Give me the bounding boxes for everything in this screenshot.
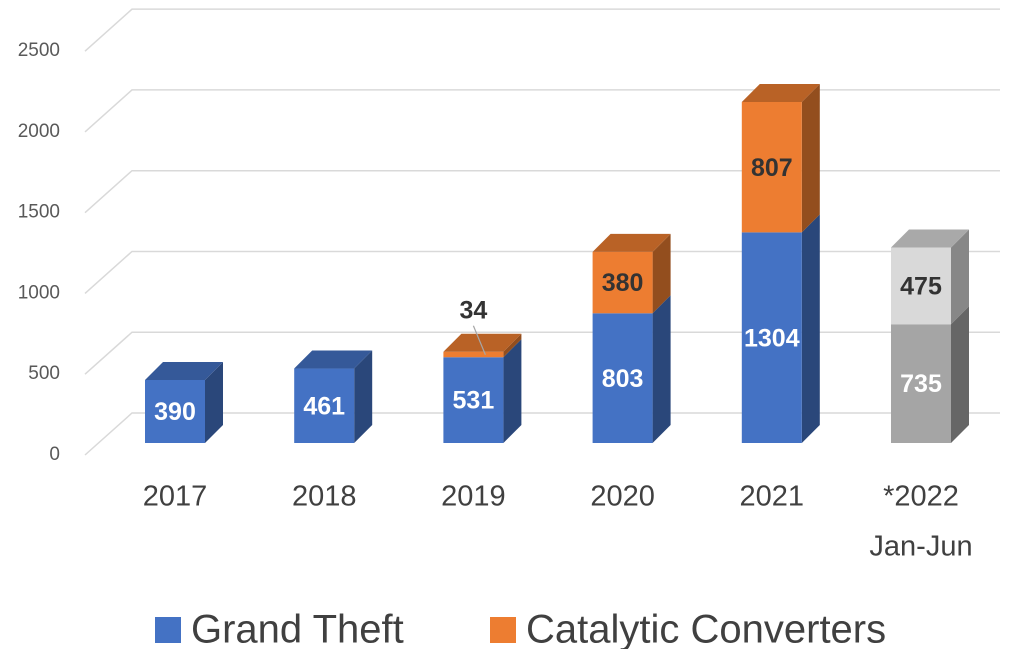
y-tick-label: 0 <box>49 444 60 465</box>
bar <box>443 357 504 443</box>
grid-line <box>84 169 1000 214</box>
data-label: 475 <box>900 273 942 301</box>
data-label: 380 <box>602 269 644 297</box>
bar-top <box>443 333 522 352</box>
y-tick-label: 500 <box>28 363 60 384</box>
x-tick-label: 2020 <box>590 481 655 513</box>
y-tick-label: 1000 <box>18 282 60 303</box>
data-label: 531 <box>453 387 495 415</box>
y-tick-label: 2500 <box>18 40 60 61</box>
bar-side <box>503 333 522 358</box>
x-tick-label: 2017 <box>143 481 208 513</box>
bar-segment <box>741 214 820 443</box>
data-label: 807 <box>751 154 793 182</box>
bar-side <box>354 350 373 443</box>
bar-side <box>951 229 969 325</box>
data-label: 34 <box>459 296 487 324</box>
bar <box>443 351 504 358</box>
legend-label: Catalytic Converters <box>526 608 886 649</box>
bar-segment <box>741 84 820 233</box>
x-tick-label: 2019 <box>441 481 506 513</box>
grid-line <box>84 250 1000 295</box>
data-label: 461 <box>303 392 345 420</box>
x-tick-label: 2021 <box>740 481 805 513</box>
bar <box>592 251 653 314</box>
grid-line <box>84 89 1000 133</box>
data-label: 803 <box>602 365 644 393</box>
y-tick-label: 1500 <box>18 202 60 223</box>
bar-segment <box>443 339 522 443</box>
bar <box>592 313 653 443</box>
data-label: 735 <box>900 370 942 398</box>
bar-top <box>741 84 820 102</box>
bar <box>891 324 951 443</box>
grid-line <box>84 8 1000 52</box>
bar-segment <box>592 233 671 314</box>
bar-side <box>951 306 969 443</box>
grid-line <box>84 331 1000 375</box>
bar-side <box>652 233 671 314</box>
bar-side <box>503 339 522 443</box>
bar-segment <box>891 306 969 443</box>
bar-top <box>592 233 671 252</box>
bar-top <box>145 362 223 381</box>
bar-side <box>801 214 820 443</box>
bar-top <box>891 229 969 248</box>
bar <box>741 102 802 233</box>
data-label: 390 <box>154 398 196 426</box>
bar-side <box>205 362 223 443</box>
bar-side <box>801 84 820 233</box>
legend-swatch <box>490 617 516 643</box>
y-tick-label: 2000 <box>18 121 60 142</box>
x-tick-label: *2022 <box>883 481 959 513</box>
bar <box>145 380 205 443</box>
bar-side <box>652 295 671 443</box>
legend-swatch <box>155 617 181 643</box>
x-tick-label: 2018 <box>292 481 357 513</box>
grid-line <box>84 412 1000 456</box>
bar <box>741 232 802 443</box>
bar-segment <box>294 350 373 443</box>
bar-top <box>294 350 373 369</box>
x-tick-label: Jan-Jun <box>869 531 972 563</box>
bar-segment <box>145 362 223 443</box>
bar-segment <box>891 229 969 325</box>
bar-segment <box>443 333 522 358</box>
legend-label: Grand Theft <box>191 608 404 649</box>
bar <box>294 368 355 443</box>
bar <box>891 247 951 325</box>
data-label: 1304 <box>744 324 800 352</box>
bar-segment <box>592 295 671 443</box>
leader-line <box>472 325 486 355</box>
